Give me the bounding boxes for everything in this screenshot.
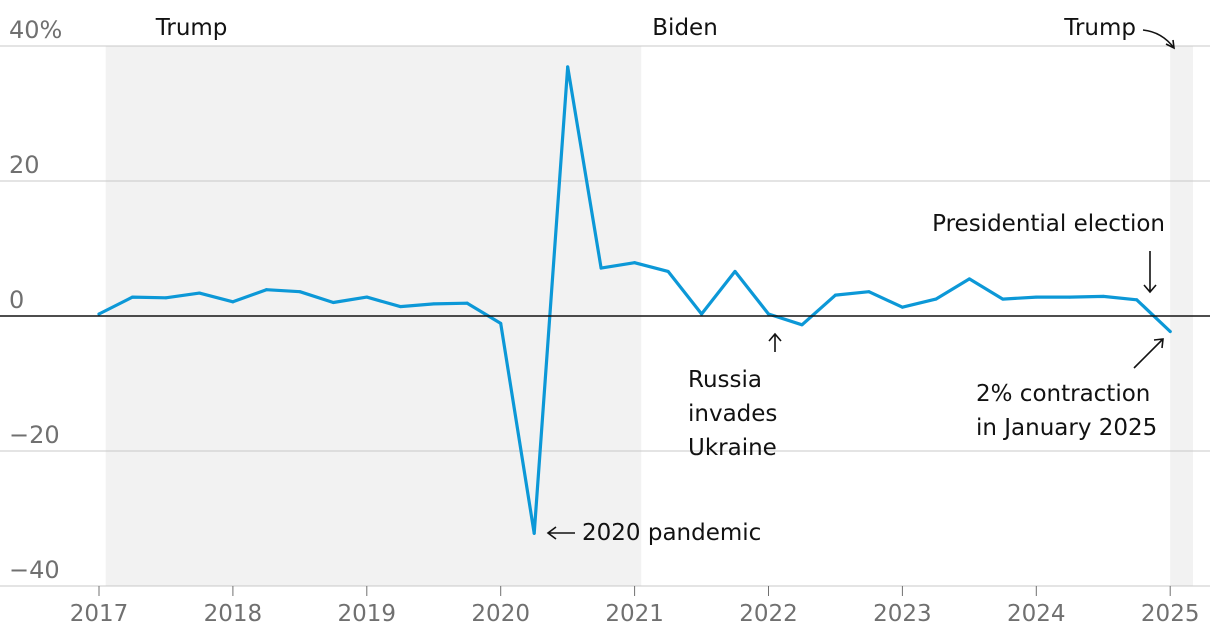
contraction-arrow-icon — [1133, 338, 1164, 369]
election-arrow-icon — [1143, 251, 1157, 294]
annotation-pandemic: 2020 pandemic — [546, 520, 761, 546]
y-axis-ticks: 40% 20 0 −20 −40 — [9, 16, 62, 584]
data-point-25 — [934, 297, 938, 301]
contraction-label-line-2: in January 2025 — [976, 415, 1157, 441]
band-label-1: Biden — [652, 15, 718, 41]
data-point-28 — [1034, 295, 1038, 299]
data-point-3 — [197, 291, 201, 295]
y-tick-label-2: 0 — [9, 286, 24, 314]
pandemic-arrow-icon — [546, 526, 575, 540]
annotation-election: Presidential election — [932, 211, 1165, 294]
band-label-0: Trump — [155, 15, 228, 41]
x-tick-label-1: 2018 — [204, 601, 263, 627]
data-point-18 — [700, 312, 704, 316]
x-tick-label-8: 2025 — [1141, 601, 1200, 627]
gridlines — [0, 45, 1210, 587]
pandemic-label: 2020 pandemic — [582, 520, 761, 546]
data-point-9 — [398, 305, 402, 309]
data-point-10 — [432, 302, 436, 306]
x-axis-ticks: 2017 2018 2019 2020 2021 2022 2023 2024 2025 — [70, 586, 1200, 627]
annotation-contraction: 2% contraction in January 2025 — [976, 338, 1164, 441]
y-tick-label-1: 20 — [9, 151, 40, 179]
y-tick-label-3: −20 — [9, 421, 60, 449]
data-point-24 — [900, 305, 904, 309]
x-tick-label-5: 2022 — [739, 601, 798, 627]
data-point-2 — [164, 296, 168, 300]
data-point-6 — [298, 290, 302, 294]
data-point-17 — [666, 269, 670, 273]
data-point-22 — [833, 293, 837, 297]
y-tick-label-0: 40% — [9, 16, 62, 44]
data-point-15 — [599, 266, 603, 270]
data-point-32 — [1168, 330, 1172, 334]
data-point-30 — [1101, 294, 1105, 298]
data-point-0 — [97, 312, 101, 316]
data-point-16 — [633, 261, 637, 265]
data-point-19 — [733, 269, 737, 273]
data-point-21 — [800, 323, 804, 327]
contraction-label-line-1: 2% contraction — [976, 381, 1150, 407]
president-labels: Trump Biden Trump — [155, 15, 1136, 41]
x-tick-label-6: 2023 — [873, 601, 932, 627]
band-label-2: Trump — [1063, 15, 1136, 41]
x-tick-label-7: 2024 — [1007, 601, 1066, 627]
data-point-20 — [767, 312, 770, 316]
x-tick-label-3: 2020 — [471, 601, 530, 627]
x-tick-label-4: 2021 — [605, 601, 664, 627]
data-point-26 — [967, 277, 971, 281]
y-tick-label-4: −40 — [9, 556, 60, 584]
russia-label-line-2: invades — [688, 401, 777, 427]
russia-label-line-1: Russia — [688, 367, 762, 393]
annotation-russia: Russia invades Ukraine — [688, 332, 782, 461]
x-tick-label-0: 2017 — [70, 601, 129, 627]
data-point-5 — [264, 288, 268, 292]
election-label: Presidential election — [932, 211, 1165, 237]
data-point-7 — [331, 301, 335, 304]
data-point-27 — [1001, 297, 1005, 301]
data-point-29 — [1068, 295, 1072, 299]
data-point-12 — [499, 321, 503, 325]
data-point-14 — [566, 65, 570, 69]
data-point-13 — [532, 531, 536, 535]
data-point-31 — [1135, 298, 1139, 302]
x-tick-label-2: 2019 — [338, 601, 397, 627]
data-point-1 — [130, 295, 134, 299]
series-layer — [0, 65, 1210, 535]
trump-2025-arrow-icon — [1142, 29, 1175, 50]
data-point-23 — [867, 290, 871, 294]
data-point-11 — [465, 301, 469, 305]
russia-arrow-icon — [768, 332, 782, 352]
russia-label-line-3: Ukraine — [688, 435, 777, 461]
data-point-4 — [231, 300, 235, 304]
data-point-8 — [365, 295, 369, 299]
